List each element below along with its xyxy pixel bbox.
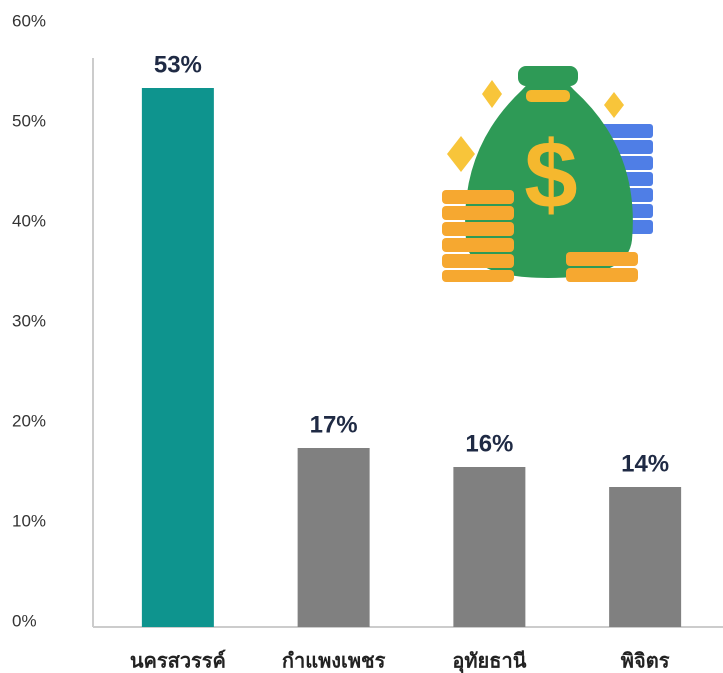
money-bag-icon: $ [442,66,653,282]
svg-text:$: $ [524,121,577,228]
x-tick-label: อุทัยธานี [452,649,526,673]
y-tick-label: 60% [12,11,46,30]
y-tick-label: 20% [12,411,46,430]
y-tick-label: 0% [12,611,37,630]
bar [141,88,214,627]
bar [453,467,526,627]
value-label: 16% [465,430,513,457]
y-tick-label: 40% [12,211,46,230]
x-tick-label: นครสวรรค์ [130,649,226,673]
bar [297,448,370,627]
x-tick-label: กำแพงเพชร [282,649,386,673]
x-tick-label: พิจิตร [621,649,670,673]
value-label: 14% [621,450,669,477]
bar [609,487,682,627]
y-tick-label: 10% [12,511,46,530]
value-label: 53% [154,51,202,78]
value-label: 17% [310,411,358,438]
y-tick-label: 50% [12,111,46,130]
y-tick-label: 30% [12,311,46,330]
